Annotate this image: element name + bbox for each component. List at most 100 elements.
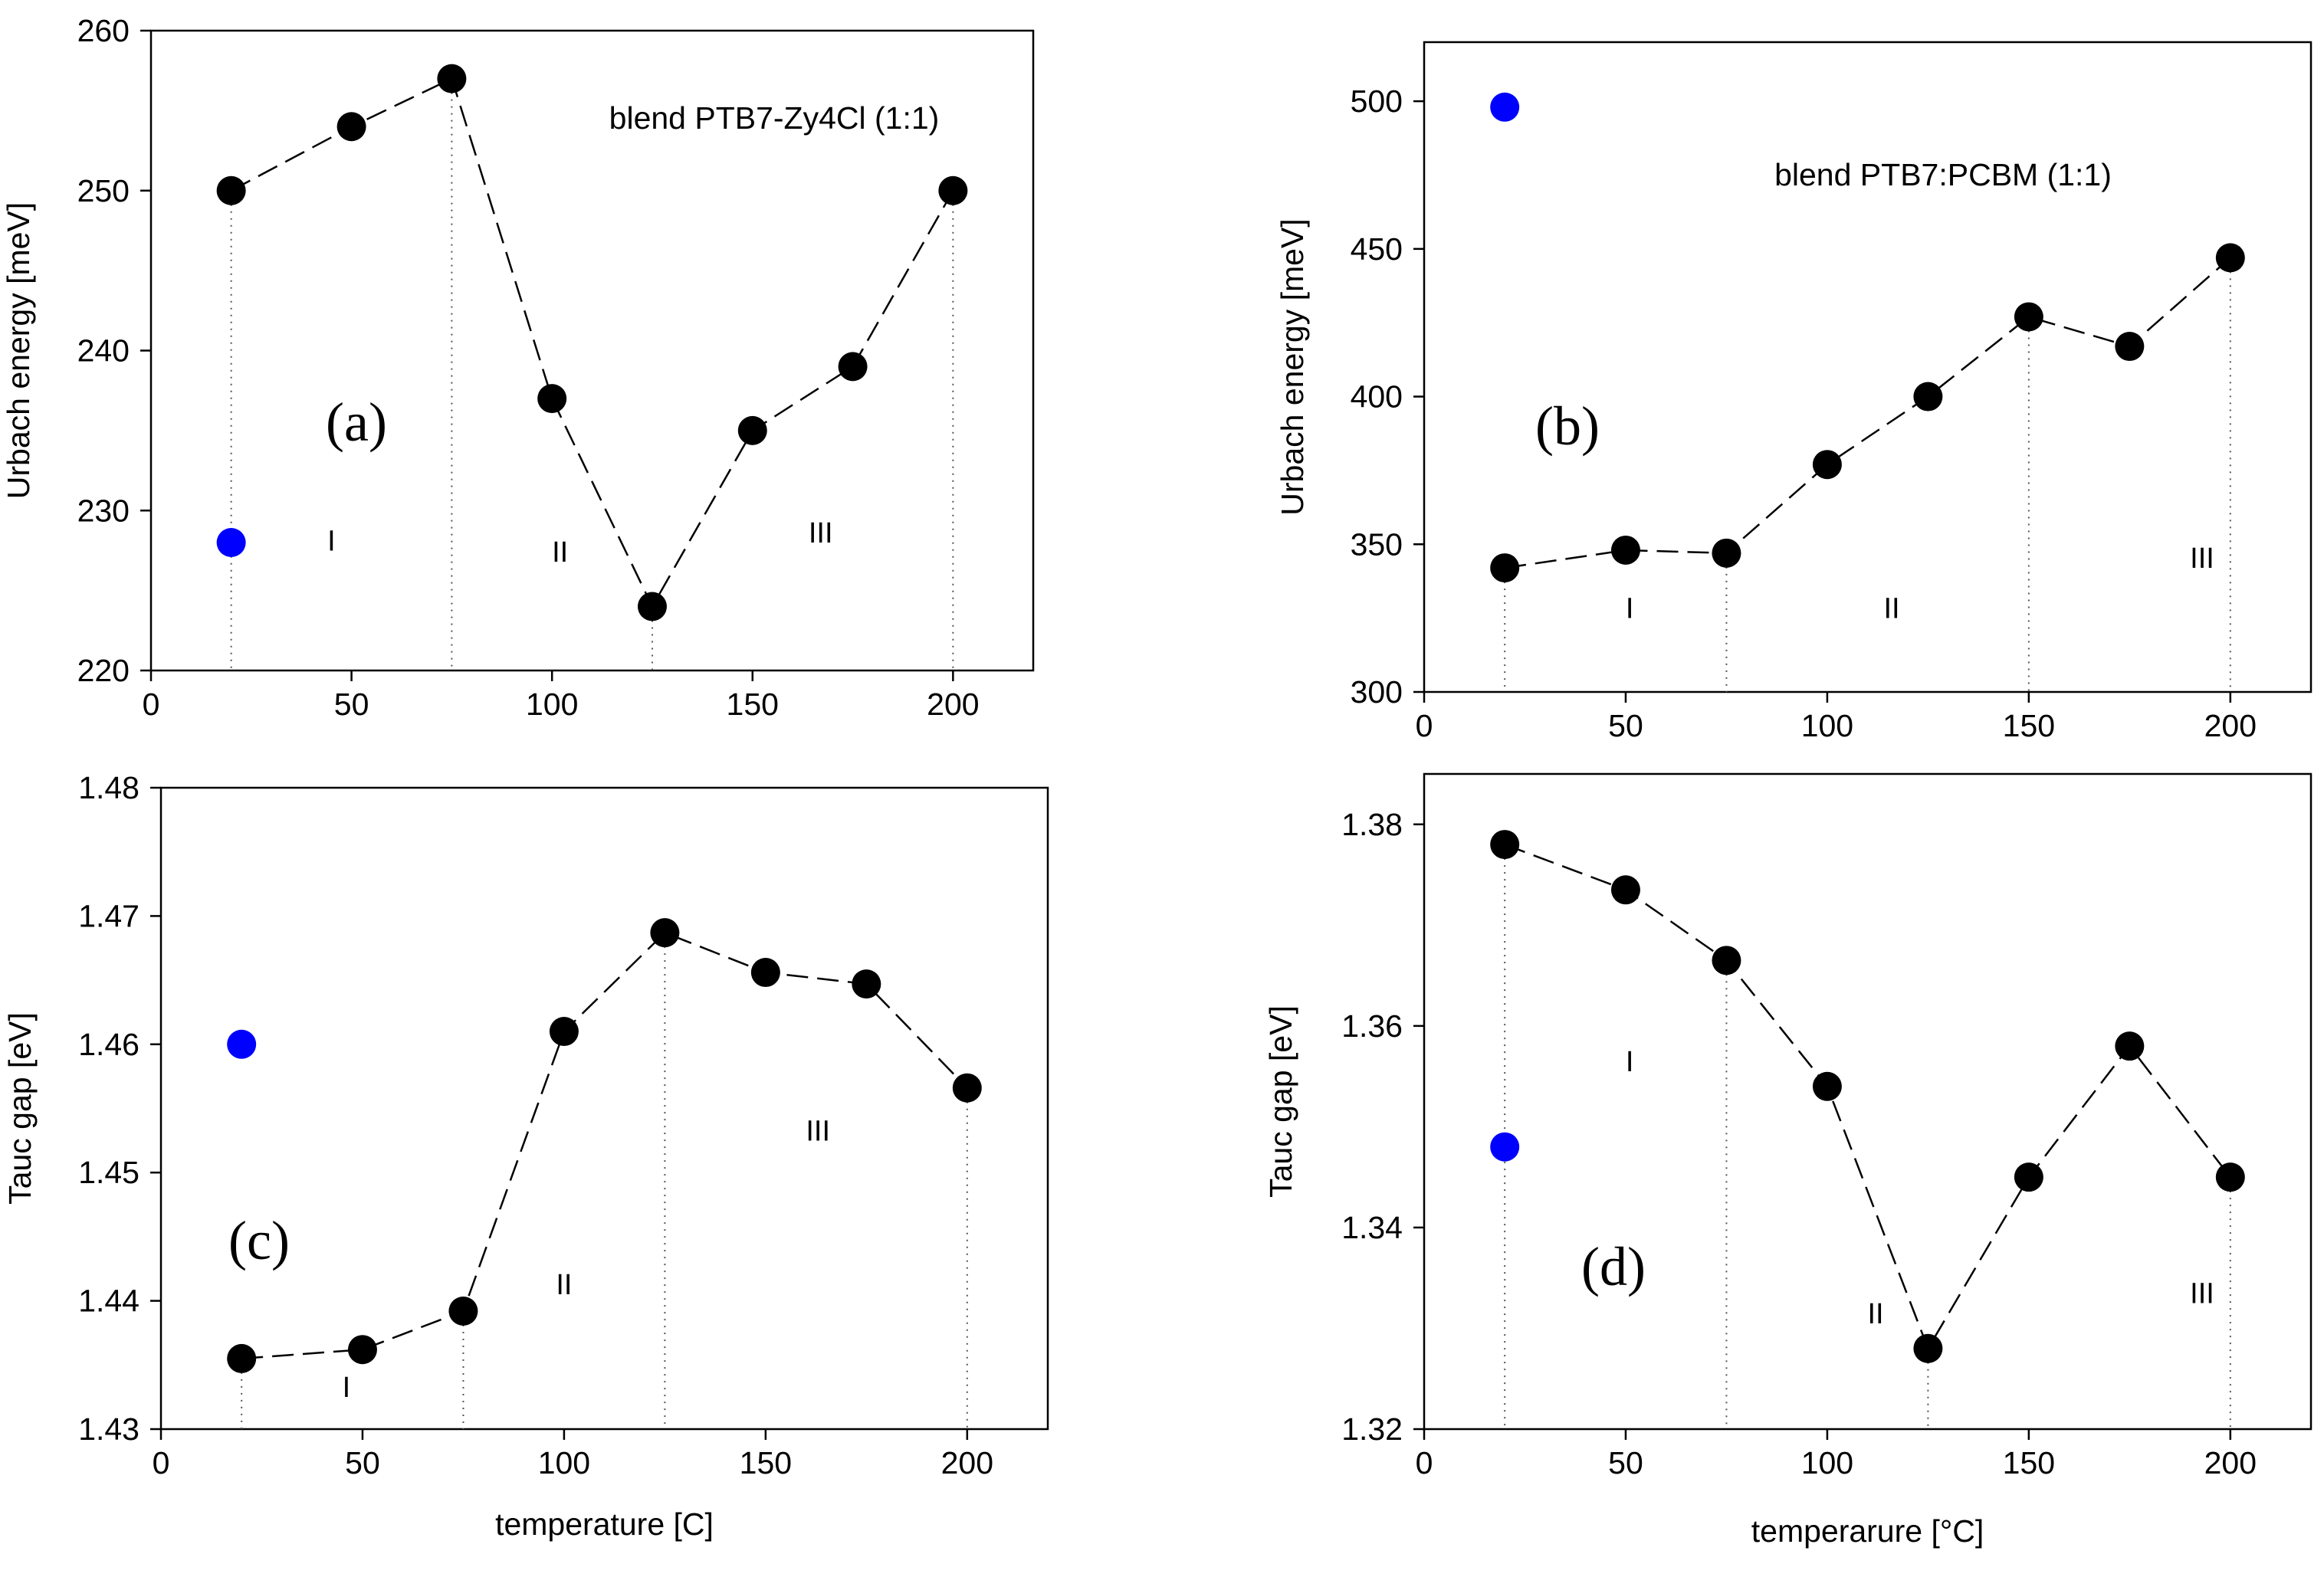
x-tick-label: 100 [538, 1445, 590, 1480]
data-point [1712, 946, 1741, 975]
x-tick-label: 150 [2003, 1445, 2055, 1480]
series-line [1505, 257, 2231, 569]
reference-point [1490, 92, 1520, 122]
x-tick-label: 50 [345, 1445, 380, 1480]
y-tick-label: 220 [77, 653, 130, 688]
x-tick-label: 100 [526, 687, 578, 722]
data-point [2115, 1031, 2145, 1061]
y-tick-label: 1.34 [1341, 1210, 1403, 1245]
x-tick-label: 200 [927, 687, 979, 722]
region-label: I [1626, 1046, 1634, 1078]
data-point [1610, 875, 1640, 905]
data-point [1913, 382, 1943, 411]
x-tick-label: 50 [334, 687, 369, 722]
panel-d: 0 50 100 150 200 1.32 1.34 1.36 1.38 Tauc gap [eV… [1263, 772, 2313, 1549]
data-point [1913, 1333, 1943, 1363]
region-label: I [1626, 593, 1634, 625]
y-tick-label: 1.36 [1341, 1008, 1403, 1044]
reference-point [227, 1029, 257, 1059]
data-point [1712, 538, 1741, 568]
data-point [1610, 535, 1640, 565]
x-tick-label: 0 [153, 1445, 170, 1480]
region-label: III [809, 517, 833, 549]
x-tick-label: 0 [1416, 1445, 1433, 1480]
data-point [448, 1296, 478, 1326]
data-point [2014, 302, 2043, 332]
y-tick-label: 260 [77, 13, 130, 48]
reference-point [216, 528, 246, 557]
y-tick-label: 1.43 [78, 1411, 140, 1447]
x-tick-label: 0 [1416, 708, 1433, 743]
region-label: III [2190, 543, 2214, 575]
data-point [2215, 243, 2245, 273]
data-point [852, 969, 881, 999]
y-tick-label: 240 [77, 333, 130, 369]
plot-frame [1423, 41, 2313, 693]
region-label: II [1883, 593, 1899, 625]
region-label: II [1867, 1298, 1883, 1330]
y-tick-label: 400 [1351, 379, 1403, 415]
series-line [1504, 843, 2231, 1351]
x-tick-label: 100 [1801, 1445, 1853, 1480]
data-point [1812, 1071, 1842, 1101]
data-point [1490, 830, 1520, 860]
y-tick-label: 350 [1351, 526, 1403, 562]
x-tick-label: 100 [1801, 708, 1853, 743]
region-label: II [552, 536, 568, 569]
region-label: III [806, 1115, 830, 1147]
data-point [2014, 1162, 2043, 1192]
data-point [2115, 332, 2145, 362]
y-tick-label: 450 [1351, 231, 1403, 267]
panel-tag: (d) [1581, 1236, 1646, 1297]
x-tick-label: 150 [2003, 708, 2055, 743]
region-label: I [327, 525, 336, 557]
y-tick-label: 1.48 [78, 770, 140, 805]
y-tick-label: 1.47 [78, 898, 140, 933]
data-point [549, 1017, 579, 1047]
x-axis-label: temperarure [°C] [1751, 1513, 1984, 1549]
plot-frame [1423, 772, 2313, 1431]
region-label: II [556, 1269, 572, 1301]
y-axis-label: Tauc gap [eV] [1263, 1005, 1298, 1198]
reference-point [1490, 1132, 1520, 1162]
y-tick-label: 230 [77, 493, 130, 528]
data-point [952, 1073, 982, 1103]
y-tick-label: 1.46 [78, 1027, 140, 1062]
data-point [650, 918, 680, 948]
data-point [737, 415, 767, 445]
data-point [2215, 1162, 2245, 1192]
x-tick-label: 150 [727, 687, 779, 722]
y-tick-label: 250 [77, 173, 130, 208]
data-point [227, 1343, 257, 1373]
plot-frame [159, 786, 1049, 1431]
region-label: I [343, 1372, 351, 1404]
y-tick-label: 1.32 [1341, 1411, 1403, 1447]
y-tick-label: 1.38 [1341, 807, 1403, 842]
data-point [1490, 553, 1520, 583]
data-point [838, 352, 868, 382]
y-axis-label: Urbach energy [meV] [1, 202, 36, 499]
y-tick-label: 1.44 [78, 1284, 140, 1319]
panel-c: 0 50 100 150 200 1.43 1.44 1.45 1.46 1.47 1.48 Tauc… [2, 770, 1049, 1542]
data-point [437, 64, 467, 93]
data-point [750, 958, 780, 988]
panel-b: 0 50 100 150 200 300 350 400 450 500 Urbach energy… [1275, 41, 2313, 743]
data-point [537, 384, 567, 414]
region-label: III [2190, 1278, 2214, 1310]
x-tick-label: 200 [2204, 708, 2257, 743]
data-point [347, 1335, 377, 1365]
y-tick-label: 300 [1351, 674, 1403, 710]
data-point [1812, 450, 1842, 480]
data-point [216, 175, 246, 205]
x-tick-label: 0 [143, 687, 160, 722]
series-line [241, 931, 968, 1360]
y-tick-label: 1.45 [78, 1155, 140, 1190]
y-tick-label: 500 [1351, 84, 1403, 119]
panel-tag: (b) [1535, 395, 1600, 457]
y-axis-label: Urbach energy [meV] [1275, 218, 1310, 515]
x-axis-label: temperature [C] [495, 1507, 714, 1542]
x-tick-label: 150 [740, 1445, 792, 1480]
x-tick-label: 50 [1608, 708, 1643, 743]
panel-a: 0 50 100 150 200 220 230 240 250 260 Urbach energy… [1, 13, 1035, 722]
